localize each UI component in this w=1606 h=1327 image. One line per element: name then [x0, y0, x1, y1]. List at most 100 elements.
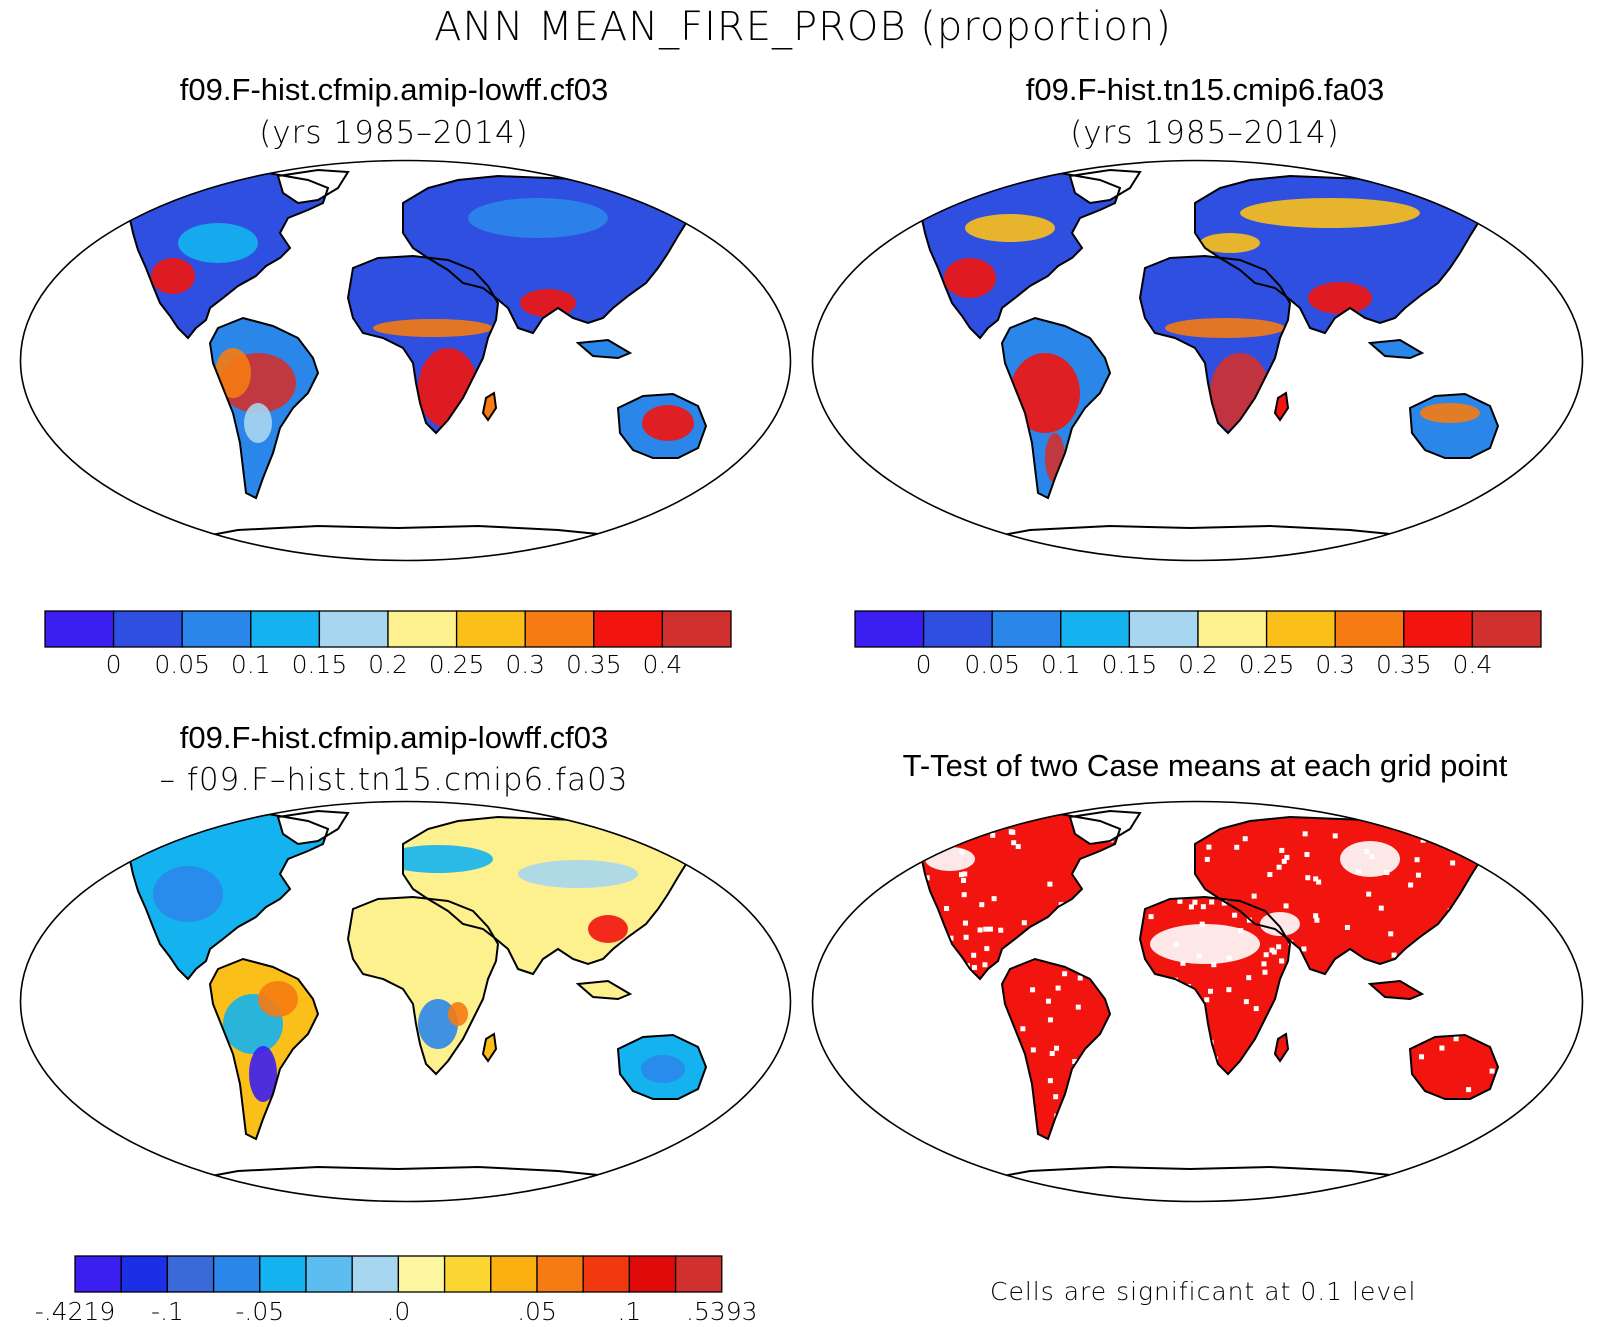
insignificant-cell	[1304, 851, 1310, 857]
insignificant-cell	[1301, 946, 1307, 952]
insignificant-cell	[1200, 904, 1206, 910]
insignificant-cell	[1199, 921, 1205, 927]
insignificant-cell	[1047, 1078, 1053, 1084]
insignificant-cell	[959, 872, 965, 878]
colorbar-tick-label: 0.15	[292, 650, 348, 679]
insignificant-cell	[1332, 833, 1338, 839]
colorbar-box	[250, 610, 321, 648]
insignificant-cell	[1419, 1054, 1425, 1060]
insignificant-cell	[1173, 942, 1179, 948]
colorbar-tick-label: .05	[517, 1297, 557, 1326]
colorbar-tick-label: 0.2	[1178, 650, 1218, 679]
colorbar-tick-label: 0	[916, 650, 932, 679]
colorbar-box	[490, 1255, 538, 1293]
insignificant-cell	[1378, 905, 1384, 911]
insignificant-cell	[948, 935, 954, 941]
insignificant-cell	[1316, 879, 1322, 885]
insignificant-cell	[962, 871, 968, 877]
insignificant-cell	[1302, 831, 1308, 837]
colorbar-tick-label: .5393	[686, 1297, 758, 1326]
insignificant-cell	[1242, 836, 1248, 842]
main-title: ANN MEAN_FIRE_PROB (proportion)	[434, 4, 1172, 50]
colorbar-box	[661, 610, 732, 648]
field-patch	[965, 214, 1055, 242]
insignificant-cell	[1364, 849, 1370, 855]
colorbar-box	[1128, 610, 1199, 648]
insignificant-cell	[1369, 854, 1375, 860]
insignificant-cell	[1177, 898, 1183, 904]
colorbar-box	[44, 610, 115, 648]
colorbar-box	[536, 1255, 584, 1293]
colorbar-box	[74, 1255, 122, 1293]
insignificant-cell	[977, 927, 983, 933]
colorbar-box	[455, 610, 526, 648]
insignificant-cell	[982, 962, 988, 968]
insignificant-cell	[961, 877, 967, 883]
insignificant-cell	[1261, 961, 1267, 967]
insignificant-cell	[1314, 917, 1320, 923]
colorbar-box	[1471, 610, 1542, 648]
insignificant-cell	[1180, 960, 1186, 966]
field-patch	[244, 403, 272, 443]
insignificant-cell	[1388, 931, 1394, 937]
insignificant-cell	[1055, 985, 1061, 991]
insignificant-cell	[983, 926, 989, 932]
insignificant-cell	[1450, 860, 1456, 866]
colorbar-tick-label: 0.4	[643, 650, 683, 679]
map-boundary	[19, 800, 792, 1203]
colorbar-tick-label: 0.3	[505, 650, 545, 679]
colorbar-tick-label: .0	[386, 1297, 410, 1326]
colorbar-difference: -.4219 -.1 -.05 .0 .05 .1 .5393	[35, 1255, 758, 1326]
colorbar-box	[922, 610, 993, 648]
colorbar-tick-label: 0.1	[231, 650, 271, 679]
insignificant-cell	[991, 896, 997, 902]
insignificant-cell	[1196, 953, 1202, 959]
field-patch	[373, 319, 493, 337]
colorbar-top-right: 0 0.05 0.1 0.15 0.2 0.25 0.3 0.35 0.4	[854, 610, 1542, 679]
insignificant-cell	[1279, 847, 1285, 853]
field-patch	[258, 981, 298, 1017]
map-boundary	[811, 159, 1584, 562]
colorbar-box	[305, 1255, 353, 1293]
insignificant-cell	[1209, 899, 1215, 905]
insignificant-cell	[1030, 987, 1036, 993]
insignificant-cell	[979, 902, 985, 908]
field-patch	[1165, 318, 1285, 338]
insignificant-cell	[1489, 1068, 1495, 1074]
field-patch	[151, 258, 195, 294]
insignificant-cell	[1047, 881, 1053, 887]
colorbar-box	[351, 1255, 400, 1293]
field-patch	[383, 845, 493, 873]
field-patch	[520, 289, 576, 317]
insignificant-cell	[959, 835, 965, 841]
insignificant-cell	[1313, 876, 1319, 882]
colorbar-tick-label: -.05	[235, 1297, 284, 1326]
insignificant-cell	[1262, 969, 1268, 975]
field-patch	[178, 223, 258, 263]
insignificant-cell	[1313, 913, 1319, 919]
insignificant-cell	[971, 952, 977, 958]
insignificant-cell	[1207, 988, 1213, 994]
map-boundary	[19, 159, 792, 562]
insignificant-cell	[1276, 864, 1282, 870]
colorbar-box	[1197, 610, 1268, 648]
insignificant-cell	[1246, 975, 1252, 981]
insignificant-cell	[1366, 891, 1372, 897]
colorbar-box	[120, 1255, 169, 1293]
colorbar-tick-label: 0.15	[1102, 650, 1158, 679]
insignificant-cell	[1049, 1050, 1055, 1056]
map-panel-top-left	[19, 159, 792, 562]
colorbar-tick-label: 0	[106, 650, 122, 679]
colorbar-box	[628, 1255, 677, 1293]
colorbar-tick-label: 0.2	[368, 650, 408, 679]
field-patch	[1240, 198, 1420, 228]
colorbar-box	[112, 610, 183, 648]
colorbar-tick-label: 0.4	[1453, 650, 1493, 679]
insignificant-cell	[1192, 899, 1198, 905]
colorbar-box	[991, 610, 1062, 648]
insignificant-cell	[1284, 854, 1290, 860]
colorbar-tick-label: -.1	[151, 1297, 184, 1326]
insignificant-cell	[987, 926, 993, 932]
panel-title-top-left: f09.F-hist.cfmip.amip-lowff.cf03	[179, 72, 609, 107]
insignificant-cell	[1204, 997, 1210, 1003]
